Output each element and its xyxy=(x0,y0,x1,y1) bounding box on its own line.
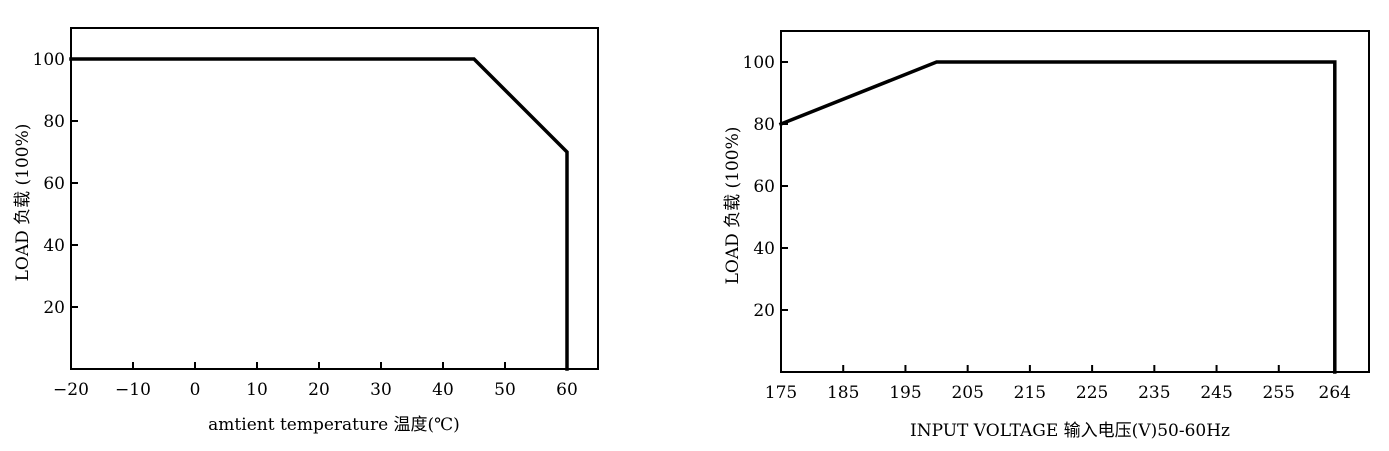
x-tick-label: 30 xyxy=(370,380,392,400)
x-tick-label: 50 xyxy=(494,380,516,400)
y-tick-label: 20 xyxy=(43,298,65,318)
x-tick-label: 225 xyxy=(1076,383,1108,403)
x-axis-label: INPUT VOLTAGE 输入电压(V)50-60Hz xyxy=(910,421,1230,441)
x-tick-label: 264 xyxy=(1319,383,1351,403)
x-tick-label: 245 xyxy=(1200,383,1232,403)
y-axis-label: LOAD 负载 (100%) xyxy=(723,127,743,285)
x-tick-label: 40 xyxy=(432,380,454,400)
y-axis-label: LOAD 负载 (100%) xyxy=(13,124,33,282)
x-tick-label: −20 xyxy=(53,380,89,400)
y-tick-label: 100 xyxy=(33,50,65,70)
x-axis-label: amtient temperature 温度(℃) xyxy=(208,415,460,435)
x-tick-label: 215 xyxy=(1014,383,1046,403)
x-tick-label: −10 xyxy=(115,380,151,400)
plot-frame xyxy=(780,30,1370,373)
y-tick-label: 60 xyxy=(753,177,775,197)
y-tick-label: 40 xyxy=(753,239,775,259)
temperature-derating-chart: 20 40 60 80 100 −20 −10 0 10 20 30 40 50 60 amtient te… xyxy=(13,27,599,435)
plot-frame xyxy=(70,27,599,370)
y-tick-label: 80 xyxy=(43,112,65,132)
series-line xyxy=(778,60,1337,374)
x-tick-label: 60 xyxy=(556,380,578,400)
x-tick-label: 185 xyxy=(827,383,859,403)
x-tick-label: 175 xyxy=(765,383,797,403)
y-tick-label: 40 xyxy=(43,236,65,256)
series-line xyxy=(69,57,569,371)
y-tick-label: 60 xyxy=(43,174,65,194)
x-tick-label: 235 xyxy=(1138,383,1170,403)
x-tick-label: 195 xyxy=(889,383,921,403)
x-tick-label: 205 xyxy=(951,383,983,403)
x-tick-label: 10 xyxy=(246,380,268,400)
x-tick-label: 20 xyxy=(308,380,330,400)
y-tick-label: 100 xyxy=(743,53,775,73)
voltage-derating-chart: 20 40 60 80 100 175 185 195 205 215 225 235 245 255 26… xyxy=(723,30,1370,441)
y-tick-label: 20 xyxy=(753,301,775,321)
y-tick-label: 80 xyxy=(753,115,775,135)
x-tick-label: 0 xyxy=(190,380,201,400)
x-tick-label: 255 xyxy=(1263,383,1295,403)
